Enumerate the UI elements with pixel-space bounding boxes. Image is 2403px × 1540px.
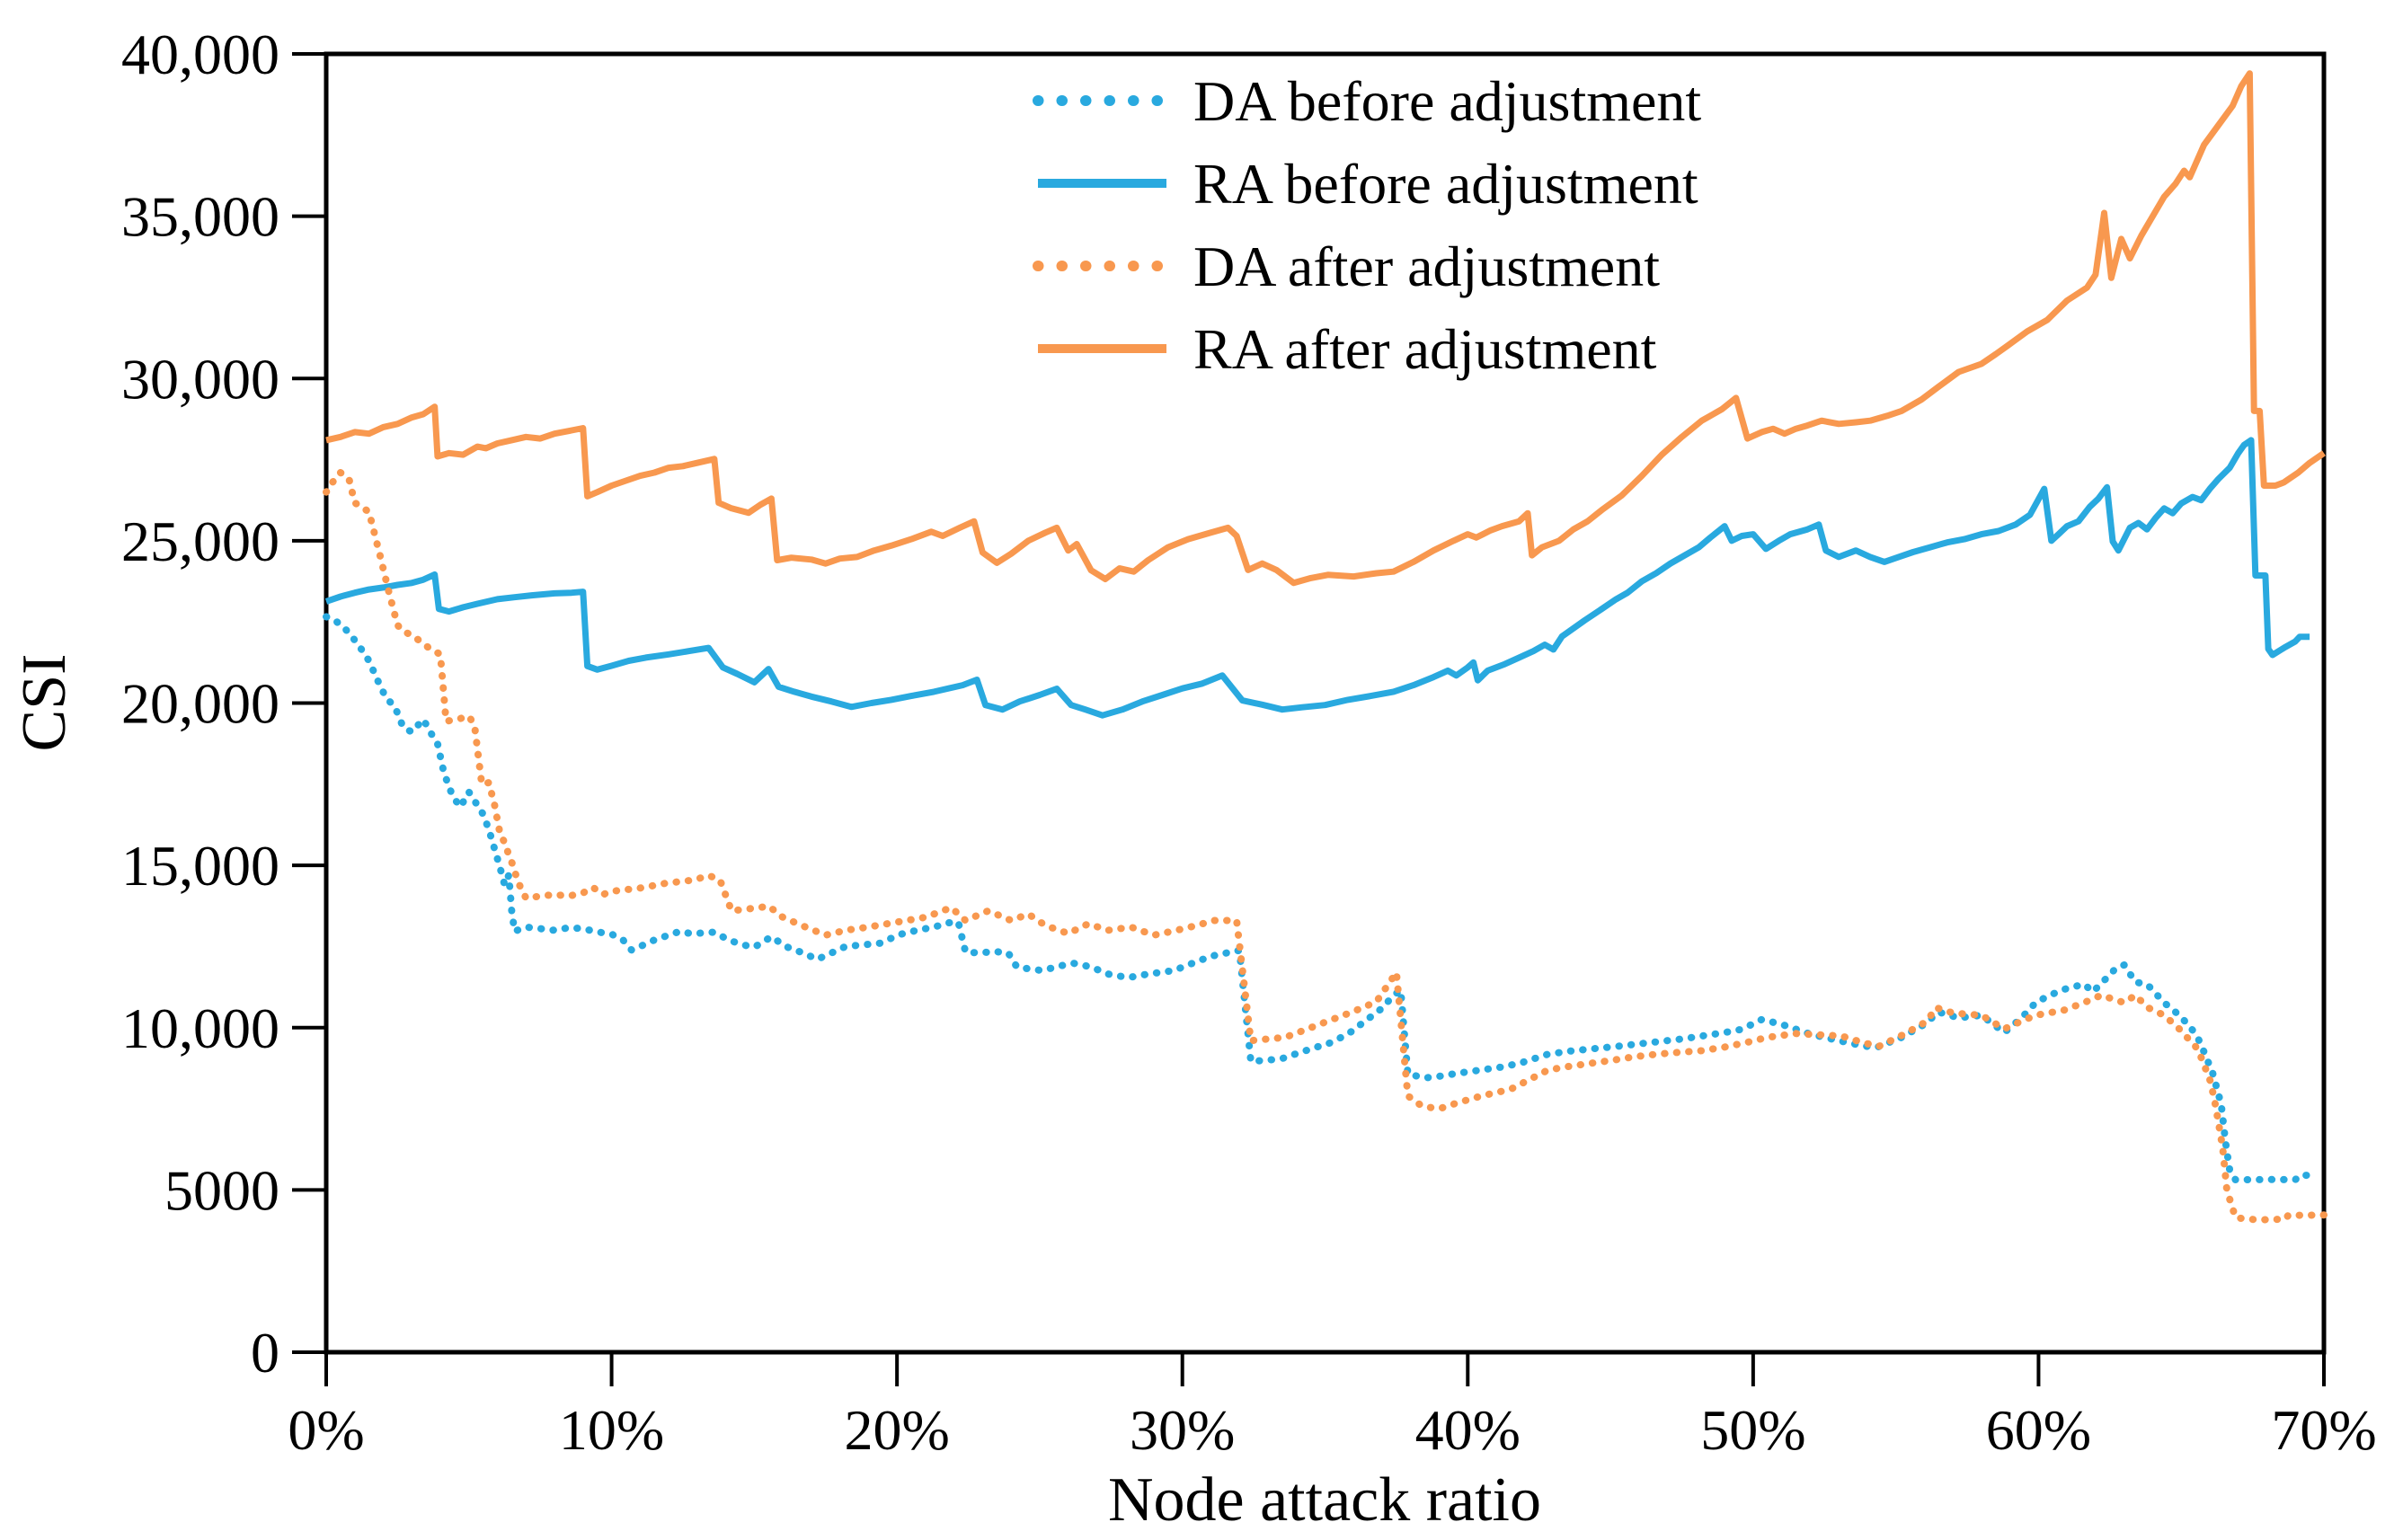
x-axis-title: Node attack ratio [1108, 1465, 1541, 1535]
legend-label-da-before: DA before adjustment [1193, 69, 1701, 133]
y-axis: 0 5000 10,000 15,000 20,000 25,000 30,000 35,00… [121, 22, 326, 1385]
y-tick-label: 10,000 [121, 996, 279, 1060]
x-tick-label: 50% [1700, 1398, 1805, 1462]
series-line-da-after-adjustment [323, 469, 2328, 1224]
x-tick-label: 70% [2271, 1398, 2376, 1462]
series-line-da-before-adjustment [323, 613, 2310, 1183]
x-tick-label: 20% [844, 1398, 949, 1462]
series-line-ra-before-adjustment [324, 437, 2310, 719]
legend-label-ra-after: RA after adjustment [1193, 317, 1657, 381]
y-tick-label: 25,000 [121, 509, 279, 573]
y-axis-title: CSI [10, 654, 79, 752]
x-tick-label: 30% [1130, 1398, 1235, 1462]
y-tick-label: 30,000 [121, 347, 279, 411]
legend: DA before adjustment RA before adjustmen… [1033, 69, 1701, 381]
y-tick-label: 5000 [164, 1158, 279, 1222]
y-tick-label: 35,000 [121, 185, 279, 249]
x-tick-label: 0% [288, 1398, 364, 1462]
series-line-ra-after-adjustment [325, 70, 2326, 587]
x-tick-label: 40% [1415, 1398, 1521, 1462]
y-tick-label: 0 [251, 1321, 279, 1385]
series-lines [323, 70, 2328, 1224]
y-tick-label: 15,000 [121, 834, 279, 898]
x-axis: 0% 10% 20% 30% 40% 50% 60% 70% [288, 1352, 2377, 1462]
x-tick-label: 10% [559, 1398, 664, 1462]
y-tick-label: 40,000 [121, 22, 279, 86]
x-tick-label: 60% [1986, 1398, 2091, 1462]
y-tick-label: 20,000 [121, 672, 279, 736]
legend-label-ra-before: RA before adjustment [1193, 152, 1698, 216]
legend-label-da-after: DA after adjustment [1193, 235, 1660, 298]
